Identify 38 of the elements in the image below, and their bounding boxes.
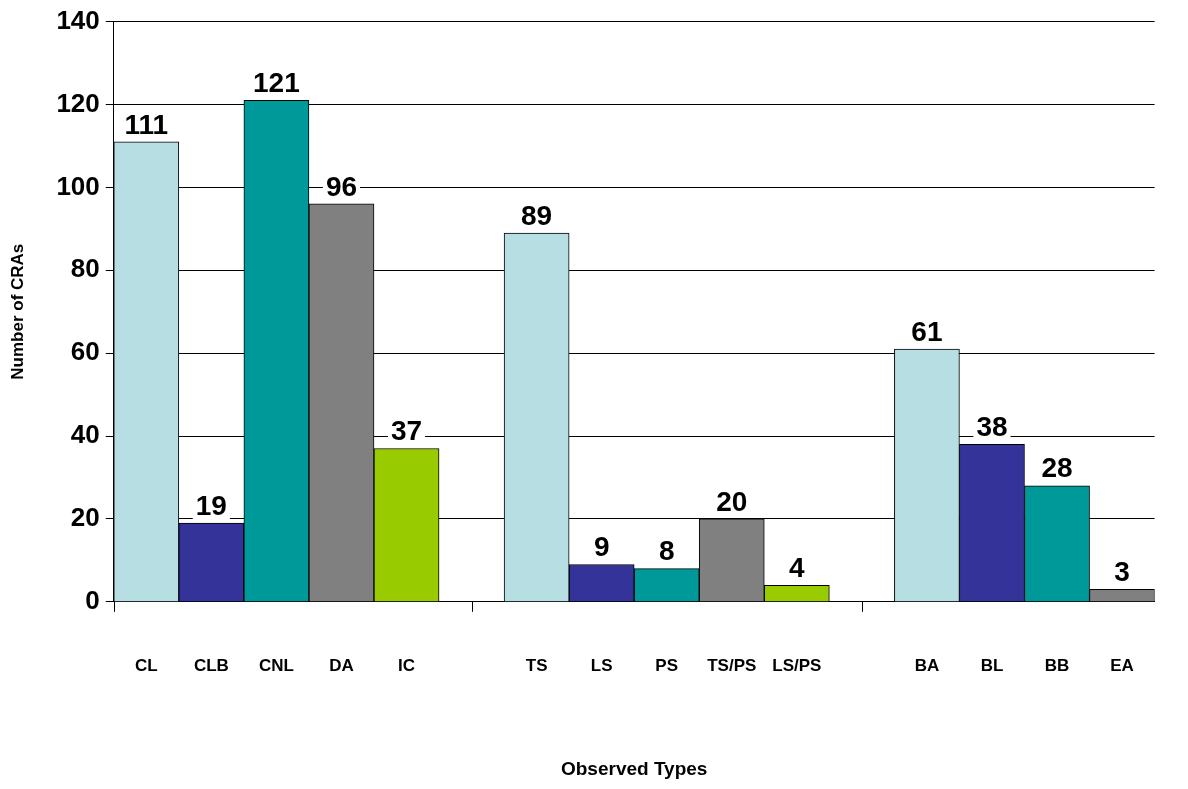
y-tick-label: 100 — [56, 170, 100, 201]
data-label: 111 — [124, 108, 169, 140]
data-label: 37 — [390, 415, 423, 447]
y-tick-label: 20 — [70, 502, 100, 533]
data-label: 121 — [253, 67, 300, 99]
data-label: 28 — [1041, 452, 1073, 484]
data-label: 89 — [521, 199, 553, 231]
x-tick-label: EA — [1110, 655, 1134, 675]
x-tick-label: CL — [134, 655, 158, 675]
x-tick-label: TS — [525, 655, 548, 675]
data-label: 8 — [658, 535, 675, 567]
y-tick-label: 120 — [56, 87, 100, 118]
y-tick-label: 60 — [70, 336, 100, 367]
y-axis-title: Number of CRAs — [7, 243, 27, 380]
data-label: 3 — [1114, 556, 1130, 588]
data-label: 4 — [789, 551, 806, 583]
y-tick-label: 80 — [70, 253, 100, 284]
x-tick-label: CNL — [258, 655, 294, 675]
x-tick-label: IC — [398, 655, 416, 675]
data-label: 96 — [325, 170, 358, 202]
y-tick-label: 140 — [56, 4, 100, 35]
x-tick-label: TS/PS — [707, 655, 757, 675]
x-axis-title: Observed Types — [560, 757, 708, 779]
y-tick-label: 0 — [85, 584, 100, 615]
x-tick-label: DA — [329, 655, 354, 675]
data-label: 19 — [195, 489, 227, 521]
x-tick-label: CLB — [193, 655, 229, 675]
data-label: 61 — [911, 315, 943, 347]
x-tick-label: PS — [655, 655, 679, 675]
x-tick-label: LS — [590, 655, 613, 675]
data-label: 9 — [593, 531, 610, 563]
x-tick-label: BL — [980, 655, 1004, 675]
x-tick-label: LS/PS — [772, 655, 822, 675]
y-tick-label: 40 — [70, 419, 100, 450]
x-tick-label: BB — [1044, 655, 1070, 675]
data-label: 38 — [976, 411, 1008, 443]
x-tick-label: BA — [914, 655, 940, 675]
data-label: 20 — [716, 485, 748, 517]
